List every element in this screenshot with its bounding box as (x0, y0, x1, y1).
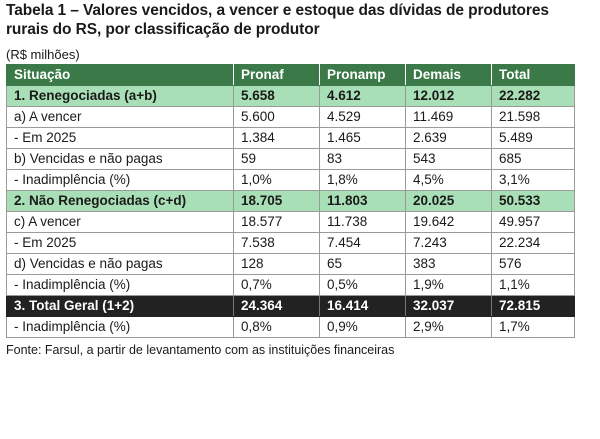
cell-total: 21.598 (491, 106, 575, 128)
row-label: 1. Renegociadas (a+b) (6, 85, 234, 107)
table-row: b) Vencidas e não pagas 59 83 543 685 (6, 148, 575, 170)
row-label: c) A vencer (6, 211, 234, 233)
unit-label: (R$ milhões) (6, 47, 80, 62)
cell-pronamp: 1,8% (319, 169, 406, 191)
row-label: b) Vencidas e não pagas (6, 148, 234, 170)
table-row: 3. Total Geral (1+2) 24.364 16.414 32.03… (6, 295, 575, 317)
cell-total: 576 (491, 253, 575, 275)
table-row: c) A vencer 18.577 11.738 19.642 49.957 (6, 211, 575, 233)
cell-demais: 7.243 (405, 232, 492, 254)
table-row: - Inadimplência (%) 0,7% 0,5% 1,9% 1,1% (6, 274, 575, 296)
row-label: 3. Total Geral (1+2) (6, 295, 234, 317)
cell-demais: 543 (405, 148, 492, 170)
table-row: 1. Renegociadas (a+b) 5.658 4.612 12.012… (6, 85, 575, 107)
header-demais: Demais (405, 64, 492, 86)
cell-pronaf: 128 (233, 253, 320, 275)
table-row: 2. Não Renegociadas (c+d) 18.705 11.803 … (6, 190, 575, 212)
cell-pronamp: 4.612 (319, 85, 406, 107)
cell-pronaf: 18.577 (233, 211, 320, 233)
header-situacao: Situação (6, 64, 234, 86)
cell-pronaf: 1,0% (233, 169, 320, 191)
cell-total: 50.533 (491, 190, 575, 212)
title-line-1: Tabela 1 – Valores vencidos, a vencer e … (6, 2, 549, 19)
header-pronaf: Pronaf (233, 64, 320, 86)
source-note: Fonte: Farsul, a partir de levantamento … (6, 343, 395, 357)
row-label: 2. Não Renegociadas (c+d) (6, 190, 234, 212)
table-row: a) A vencer 5.600 4.529 11.469 21.598 (6, 106, 575, 128)
cell-total: 5.489 (491, 127, 575, 149)
cell-pronamp: 1.465 (319, 127, 406, 149)
cell-demais: 19.642 (405, 211, 492, 233)
cell-demais: 4,5% (405, 169, 492, 191)
cell-pronamp: 16.414 (319, 295, 406, 317)
row-label: d) Vencidas e não pagas (6, 253, 234, 275)
title-line-2: rurais do RS, por classificação de produ… (6, 21, 320, 38)
cell-pronaf: 18.705 (233, 190, 320, 212)
cell-demais: 12.012 (405, 85, 492, 107)
cell-pronamp: 4.529 (319, 106, 406, 128)
cell-total: 3,1% (491, 169, 575, 191)
cell-pronaf: 24.364 (233, 295, 320, 317)
cell-pronamp: 65 (319, 253, 406, 275)
cell-pronaf: 7.538 (233, 232, 320, 254)
row-label: - Em 2025 (6, 232, 234, 254)
table-title: Tabela 1 – Valores vencidos, a vencer e … (6, 0, 594, 39)
cell-demais: 383 (405, 253, 492, 275)
debt-table: Situação Pronaf Pronamp Demais Total 1. … (6, 64, 575, 338)
header-row: Situação Pronaf Pronamp Demais Total (6, 64, 575, 86)
cell-demais: 20.025 (405, 190, 492, 212)
row-label: a) A vencer (6, 106, 234, 128)
cell-pronaf: 1.384 (233, 127, 320, 149)
cell-pronamp: 83 (319, 148, 406, 170)
table-row: - Inadimplência (%) 1,0% 1,8% 4,5% 3,1% (6, 169, 575, 191)
cell-total: 685 (491, 148, 575, 170)
header-pronamp: Pronamp (319, 64, 406, 86)
table-row: - Em 2025 1.384 1.465 2.639 5.489 (6, 127, 575, 149)
cell-total: 1,7% (491, 316, 575, 338)
cell-pronaf: 5.658 (233, 85, 320, 107)
table-row: d) Vencidas e não pagas 128 65 383 576 (6, 253, 575, 275)
cell-demais: 32.037 (405, 295, 492, 317)
cell-demais: 2.639 (405, 127, 492, 149)
cell-total: 72.815 (491, 295, 575, 317)
cell-demais: 1,9% (405, 274, 492, 296)
cell-pronamp: 11.738 (319, 211, 406, 233)
table-row: - Inadimplência (%) 0,8% 0,9% 2,9% 1,7% (6, 316, 575, 338)
cell-total: 1,1% (491, 274, 575, 296)
cell-demais: 11.469 (405, 106, 492, 128)
cell-pronamp: 0,5% (319, 274, 406, 296)
row-label: - Inadimplência (%) (6, 316, 234, 338)
cell-pronaf: 0,7% (233, 274, 320, 296)
row-label: - Inadimplência (%) (6, 274, 234, 296)
cell-pronamp: 7.454 (319, 232, 406, 254)
cell-pronaf: 0,8% (233, 316, 320, 338)
cell-pronaf: 59 (233, 148, 320, 170)
cell-pronamp: 0,9% (319, 316, 406, 338)
cell-total: 22.282 (491, 85, 575, 107)
row-label: - Inadimplência (%) (6, 169, 234, 191)
table-row: - Em 2025 7.538 7.454 7.243 22.234 (6, 232, 575, 254)
cell-total: 22.234 (491, 232, 575, 254)
row-label: - Em 2025 (6, 127, 234, 149)
cell-pronaf: 5.600 (233, 106, 320, 128)
cell-total: 49.957 (491, 211, 575, 233)
header-total: Total (491, 64, 575, 86)
cell-pronamp: 11.803 (319, 190, 406, 212)
cell-demais: 2,9% (405, 316, 492, 338)
